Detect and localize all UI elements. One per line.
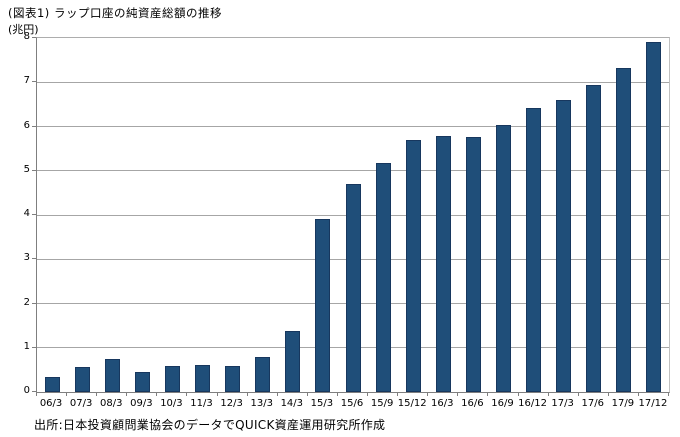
x-tick-label: 11/3 [190, 398, 213, 409]
x-tick-label: 12/3 [220, 398, 243, 409]
y-tick-label: 3 [23, 252, 30, 264]
bar [646, 42, 662, 392]
x-tick-label: 08/3 [100, 398, 123, 409]
x-axis-tick [457, 392, 458, 396]
bar [44, 377, 60, 392]
x-tick-label: 09/3 [130, 398, 153, 409]
x-tick-label: 17/12 [638, 398, 668, 409]
bar [74, 367, 90, 392]
gridline [37, 170, 669, 172]
x-tick-label: 15/9 [370, 398, 394, 409]
x-axis-tick [548, 392, 549, 396]
y-axis-tick [32, 391, 36, 392]
gridline [37, 126, 669, 127]
y-tick-label: 8 [23, 31, 30, 42]
bar [104, 359, 120, 392]
y-tick-label: 7 [23, 75, 30, 87]
x-axis-tick [367, 392, 368, 396]
x-tick-label: 15/6 [340, 398, 364, 409]
bar [315, 219, 331, 392]
x-axis-tick [487, 392, 488, 396]
bar [405, 140, 421, 392]
bar [435, 136, 451, 392]
x-tick-label: 07/3 [69, 398, 93, 409]
y-axis-tick [32, 258, 36, 260]
x-axis-tick [126, 392, 127, 396]
x-axis-tick [337, 392, 338, 396]
x-tick-label: 15/3 [310, 398, 334, 409]
bar [375, 163, 391, 392]
y-axis-tick [32, 346, 36, 348]
bar [255, 357, 271, 392]
y-tick-label: 5 [23, 163, 30, 175]
y-tick-label: 1 [23, 340, 30, 352]
y-axis-tick [32, 125, 36, 127]
x-tick-label: 17/6 [581, 398, 604, 409]
x-axis-tick [608, 392, 609, 396]
x-axis-tick [307, 392, 308, 396]
gridline [37, 81, 669, 83]
x-axis-tick [217, 392, 218, 396]
x-axis-tick [96, 392, 97, 396]
x-axis-tick [36, 392, 37, 396]
x-tick-label: 16/9 [491, 398, 514, 409]
x-axis-tick [277, 392, 278, 396]
bar [495, 125, 511, 392]
bar [465, 137, 481, 392]
y-tick-label: 0 [23, 385, 30, 396]
x-tick-label: 13/3 [250, 398, 273, 409]
bar [285, 331, 301, 392]
y-axis-tick [32, 37, 36, 38]
x-axis-tick [66, 392, 67, 396]
x-tick-label: 15/12 [397, 398, 427, 409]
x-tick-label: 16/6 [461, 398, 484, 409]
x-tick-label: 10/3 [160, 398, 183, 409]
x-tick-label: 17/3 [551, 398, 574, 409]
x-tick-label: 16/12 [518, 398, 547, 409]
x-tick-label: 17/9 [611, 398, 635, 409]
y-axis-tick [32, 214, 36, 215]
bar [225, 366, 241, 392]
x-axis-tick [518, 392, 519, 396]
x-axis-tick [427, 392, 428, 396]
bar [195, 365, 211, 392]
plot-area [36, 37, 670, 393]
bar [616, 68, 632, 392]
x-axis-tick [397, 392, 398, 396]
bar [345, 184, 361, 392]
bar [586, 85, 602, 392]
bar [134, 372, 150, 392]
x-tick-label: 14/3 [280, 398, 304, 409]
x-axis-tick [578, 392, 579, 396]
x-tick-label: 16/3 [431, 398, 454, 409]
x-axis-tick [247, 392, 248, 396]
x-axis-tick [638, 392, 639, 396]
chart-title: (図表1) ラップ口座の純資産総額の推移 [8, 6, 222, 20]
y-tick-label: 4 [23, 208, 30, 219]
y-tick-label: 6 [23, 119, 30, 131]
bar [164, 366, 180, 392]
x-tick-label: 06/3 [39, 398, 63, 409]
x-axis-tick [156, 392, 157, 396]
x-axis-tick [186, 392, 187, 396]
bar [526, 108, 542, 392]
y-tick-label: 2 [23, 296, 30, 308]
x-axis-tick [668, 392, 669, 396]
source-note: 出所:日本投資顧問業協会のデータでQUICK資産運用研究所作成 [34, 418, 386, 432]
y-axis-tick [32, 169, 36, 171]
y-axis-tick [32, 302, 36, 304]
bar [556, 100, 572, 392]
y-axis-tick [32, 81, 36, 83]
y-axis-unit-label: (兆円) [8, 23, 39, 36]
